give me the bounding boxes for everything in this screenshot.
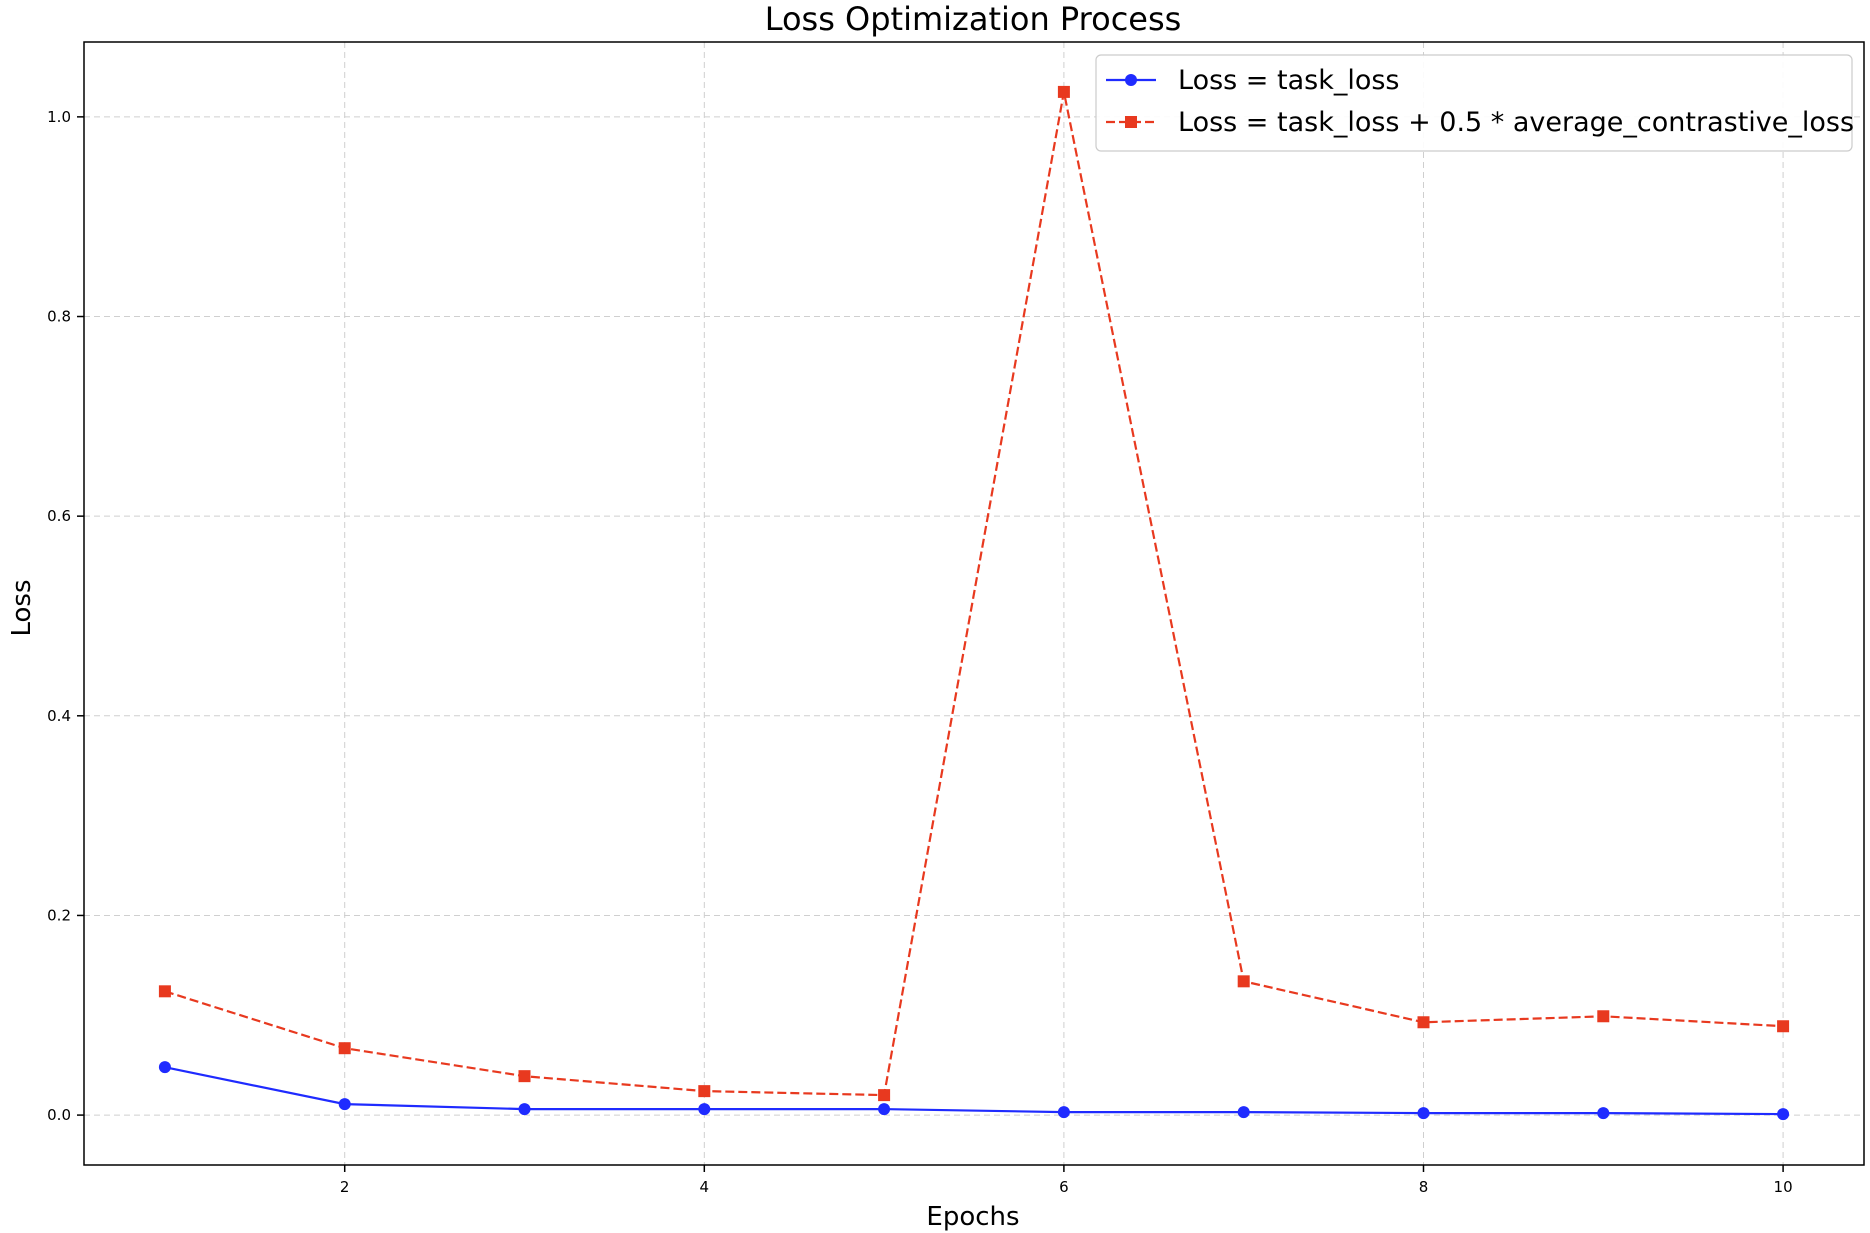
series-2-point	[1057, 85, 1070, 98]
x-tick-label: 4	[700, 1178, 710, 1196]
series-layer	[158, 85, 1790, 1121]
series-1-point	[1417, 1107, 1430, 1120]
legend-marker-1	[1125, 74, 1137, 86]
legend-label-1: Loss = task_loss	[1178, 65, 1400, 96]
series-1-point	[338, 1098, 351, 1111]
series-2-point	[698, 1085, 711, 1098]
y-tick-label: 0.8	[47, 308, 71, 326]
legend: Loss = task_loss Loss = task_loss + 0.5 *…	[1095, 54, 1854, 152]
x-tick-label: 10	[1774, 1178, 1793, 1196]
y-tick-label: 0.4	[47, 707, 71, 725]
x-tick-label: 2	[340, 1178, 350, 1196]
series-1-point	[698, 1103, 711, 1116]
x-tick-label: 6	[1059, 1178, 1069, 1196]
series-2-point	[338, 1042, 351, 1055]
series-2-point	[518, 1070, 531, 1083]
series-1-point	[1597, 1107, 1610, 1120]
series-1-point	[518, 1103, 531, 1116]
x-axis-label: Epochs	[926, 1202, 1019, 1232]
series-1-point	[878, 1103, 891, 1116]
series-line-2	[164, 91, 1784, 1097]
series-2-point	[1777, 1020, 1790, 1033]
y-tick-label: 0.6	[47, 507, 71, 525]
y-axis-label: Loss	[7, 579, 37, 636]
series-2-point	[1417, 1016, 1430, 1029]
chart-title: Loss Optimization Process	[765, 0, 1182, 38]
y-tick-label: 0.2	[47, 906, 71, 924]
series-2-point	[878, 1089, 891, 1102]
y-tick-label: 1.0	[47, 108, 71, 126]
legend-label-2: Loss = task_loss + 0.5 * average_contras…	[1178, 107, 1854, 138]
series-line-1	[164, 1066, 1784, 1116]
legend-marker-2	[1125, 116, 1137, 128]
series-1-point	[1777, 1108, 1790, 1121]
grid-layer	[84, 42, 1864, 1165]
series-1-point	[1237, 1106, 1250, 1119]
x-tick-label: 8	[1419, 1178, 1429, 1196]
plot-frame	[83, 41, 1865, 1166]
legend-box	[1095, 54, 1853, 152]
series-2-point	[1597, 1010, 1610, 1023]
series-2-point	[1237, 975, 1250, 988]
tick-layer: 2 4 6 8 10 0.0 0.2 0.4 0.6 0.8 1.0	[47, 108, 1792, 1196]
y-tick-label: 0.0	[47, 1106, 71, 1124]
series-2-point	[158, 985, 171, 998]
series-1-point	[1057, 1106, 1070, 1119]
series-1-point	[158, 1061, 171, 1074]
